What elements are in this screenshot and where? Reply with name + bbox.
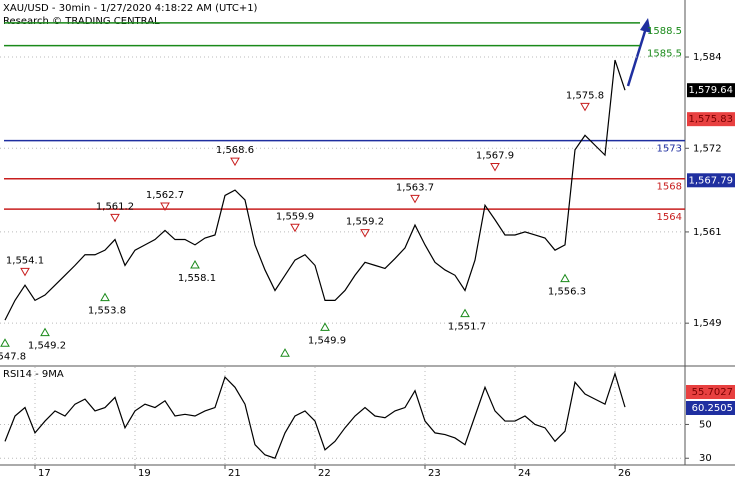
pivot-label: 1,558.1 — [178, 273, 216, 284]
rsi-ma-tag-bg — [686, 385, 735, 399]
x-tick-label: 24 — [518, 468, 531, 479]
pivot-label: 1,551.7 — [448, 322, 486, 333]
pivot-label: 1,549.2 — [28, 341, 66, 352]
pivot-label: 1,563.7 — [396, 182, 434, 193]
x-tick-label: 21 — [228, 468, 241, 479]
pivot-low-marker — [320, 322, 330, 331]
level-label: 1573 — [657, 144, 682, 155]
rsi-last-tag-bg — [686, 401, 735, 415]
x-tick-label: 23 — [428, 468, 441, 479]
pivot-low-marker — [100, 292, 110, 302]
y-tick-label: 1,584 — [693, 52, 722, 63]
chart-title: XAU/USD - 30min - 1/27/2020 4:18:22 AM (… — [3, 3, 258, 14]
price-tag-bg — [687, 112, 735, 127]
pivot-low-marker — [190, 259, 200, 269]
price-tag: 1,575.83 — [688, 114, 733, 125]
x-tick-label: 19 — [138, 468, 151, 479]
pivot-high-marker — [410, 194, 420, 204]
pivot-high-marker — [490, 162, 500, 172]
x-tick-label: 22 — [318, 468, 331, 479]
level-label: 1585.5 — [647, 49, 682, 60]
pivot-high-marker — [20, 267, 30, 277]
forecast-arrow-head — [640, 18, 651, 33]
rsi-line — [4, 371, 626, 459]
x-tick-label: 26 — [618, 468, 631, 479]
pivot-label: 1,549.9 — [308, 335, 346, 346]
pivot-label: 1,575.8 — [566, 90, 604, 101]
pivot-high-marker — [290, 223, 300, 233]
y-tick-label: 1,549 — [693, 318, 722, 329]
chart-subtitle: Research © TRADING CENTRAL — [3, 16, 160, 27]
pivot-high-marker — [360, 229, 370, 238]
rsi-ma-tag: 55.7027 — [692, 387, 733, 398]
rsi-last-tag: 60.2505 — [692, 403, 733, 414]
pivot-low-marker — [0, 338, 10, 347]
price-tag: 1,579.64 — [688, 85, 733, 96]
pivot-label: 1,568.6 — [216, 145, 254, 156]
pivot-label: 1,567.9 — [476, 150, 514, 161]
x-tick-label: 17 — [38, 468, 51, 479]
pivot-high-marker — [110, 213, 120, 223]
pivot-high-marker — [580, 102, 590, 112]
pivot-low-marker — [40, 327, 50, 337]
rsi-y-tick-label: 50 — [699, 419, 712, 430]
pivot-label: 1,562.7 — [146, 190, 184, 201]
pivot-label: 1,559.9 — [276, 211, 314, 222]
pivot-low-marker — [280, 348, 290, 357]
pivot-high-marker — [160, 202, 170, 212]
rsi-title: RSI14 - 9MA — [3, 369, 64, 380]
price-tag-bg — [687, 173, 735, 188]
pivot-low-marker — [560, 273, 570, 283]
rsi-y-tick-label: 30 — [699, 453, 712, 464]
pivot-low-marker — [460, 308, 470, 318]
pivot-label: 1,553.8 — [88, 306, 126, 317]
pivot-high-marker — [230, 157, 240, 167]
forecast-arrow — [626, 27, 648, 87]
level-label: 1564 — [657, 212, 682, 223]
y-tick-label: 1,572 — [693, 143, 722, 154]
price-line — [4, 59, 626, 321]
pivot-label: 1,556.3 — [548, 287, 586, 298]
price-tag: 1,567.79 — [688, 175, 733, 186]
level-label: 1588.5 — [647, 26, 682, 37]
pivot-label: 1,554.1 — [6, 255, 44, 266]
pivot-label: 1,559.2 — [346, 217, 384, 228]
pivot-label: 1,561.2 — [96, 201, 134, 212]
price-tag-bg — [687, 83, 735, 98]
y-tick-label: 1,561 — [693, 227, 722, 238]
pivot-label: 1,547.8 — [0, 351, 26, 362]
level-label: 1568 — [657, 182, 682, 193]
